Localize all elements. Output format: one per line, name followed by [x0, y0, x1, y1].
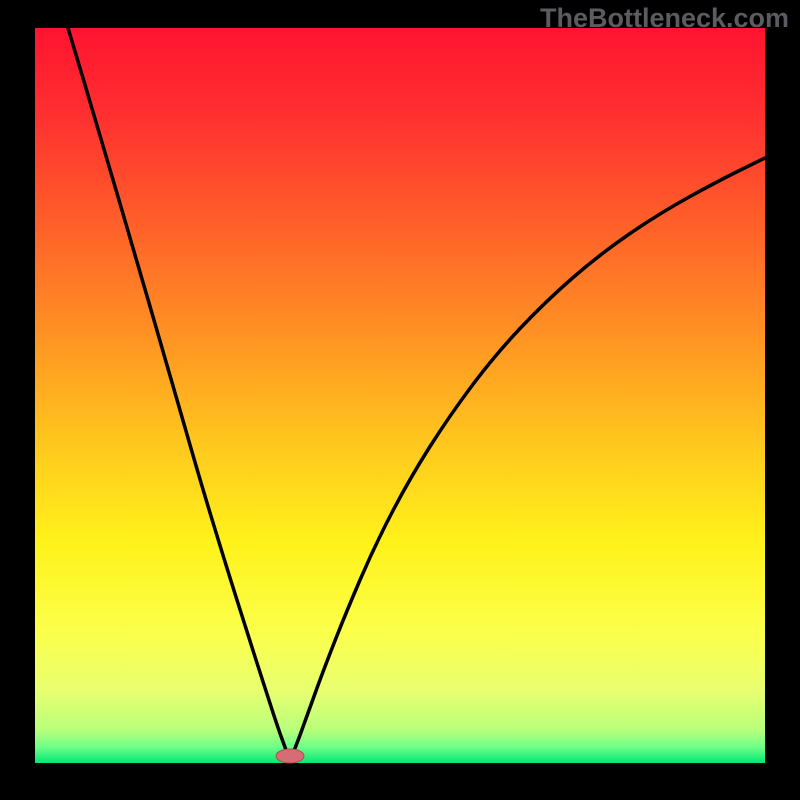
- curve-path-right: [290, 158, 765, 760]
- optimal-point-marker: [274, 747, 306, 765]
- curve-path-left: [68, 28, 290, 760]
- optimal-ellipse: [276, 749, 304, 763]
- bottleneck-curve: [0, 0, 800, 800]
- chart-container: TheBottleneck.com: [0, 0, 800, 800]
